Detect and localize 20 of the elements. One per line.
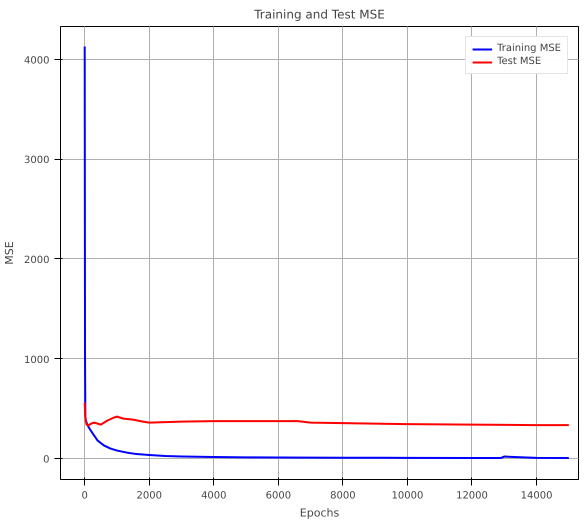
x-tick-label: 6000	[266, 490, 292, 502]
line-series	[84, 402, 570, 427]
legend-label: Training MSE	[497, 43, 561, 54]
y-tick-label: 2000	[24, 254, 50, 266]
x-tick-label: 0	[82, 490, 88, 502]
y-tick-label: 3000	[24, 155, 50, 166]
y-axis-title: MSE	[3, 241, 16, 265]
y-tick-label: 4000	[24, 55, 50, 66]
x-axis-title: Epochs	[300, 506, 340, 520]
x-tick-label: 14000	[520, 490, 552, 502]
y-tick-label: 1000	[24, 354, 50, 366]
line-series	[84, 45, 570, 459]
y-tick-label: 0	[43, 454, 50, 466]
chart-title: Training and Test MSE	[253, 8, 385, 22]
x-tick-label: 4000	[201, 490, 227, 502]
x-tick-label: 10000	[392, 490, 424, 502]
x-tick-label: 2000	[136, 490, 162, 502]
legend-label: Test MSE	[497, 56, 542, 67]
x-tick-label: 12000	[456, 490, 488, 502]
x-tick-label: 8000	[330, 490, 356, 502]
